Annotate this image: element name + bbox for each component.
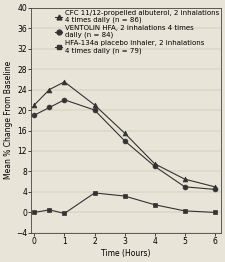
- X-axis label: Time (Hours): Time (Hours): [101, 249, 151, 258]
- Y-axis label: Mean % Change From Baseline: Mean % Change From Baseline: [4, 61, 13, 179]
- Legend: CFC 11/12-propelled albuterol, 2 inhalations
4 times daily (n = 86), VENTOLIN HF: CFC 11/12-propelled albuterol, 2 inhalat…: [55, 9, 219, 54]
